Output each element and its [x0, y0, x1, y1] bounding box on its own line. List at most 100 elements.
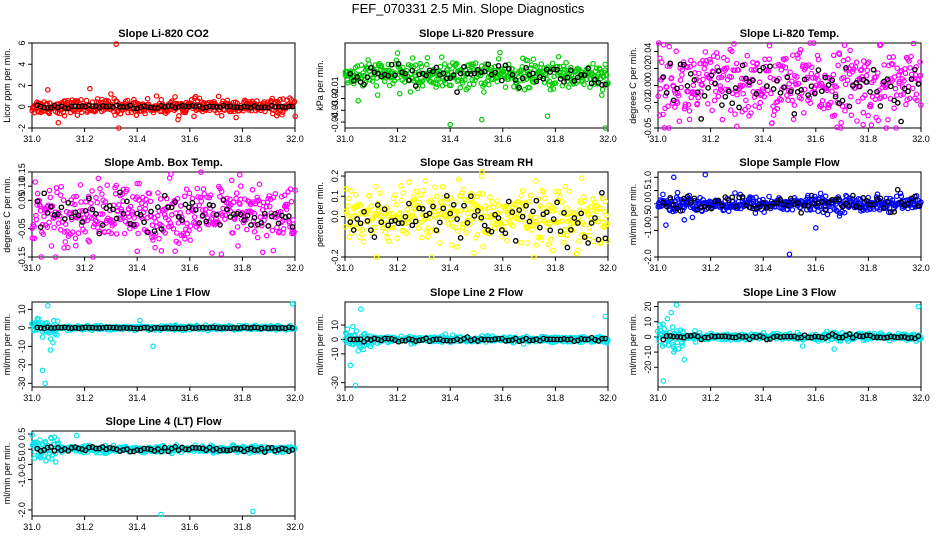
y-tick-label: -30 — [17, 377, 27, 390]
data-point — [832, 91, 839, 98]
data-point — [860, 109, 867, 116]
data-point-outlier — [471, 250, 477, 256]
data-point-reference — [464, 70, 471, 77]
y-axis-label: percent per min. — [315, 182, 325, 247]
data-point — [728, 74, 735, 80]
x-tick-label: 31.0 — [23, 522, 41, 532]
data-point — [555, 53, 562, 60]
y-tick-label: 0.0 — [17, 443, 27, 456]
data-point-reference — [230, 104, 237, 110]
data-point — [549, 247, 556, 254]
data-point — [817, 190, 824, 197]
data-point — [527, 192, 534, 199]
data-point — [837, 125, 844, 131]
data-point — [689, 214, 696, 221]
data-point-outlier — [478, 116, 485, 123]
data-point — [270, 247, 277, 254]
data-point-outlier — [447, 121, 454, 128]
x-tick-label: 31.6 — [181, 393, 199, 403]
data-point — [861, 64, 868, 70]
data-point — [855, 98, 861, 105]
data-point — [825, 104, 832, 111]
data-point — [392, 70, 399, 77]
data-point-reference — [58, 204, 65, 211]
data-point — [739, 82, 746, 89]
data-point — [586, 225, 593, 231]
y-tick-label: -0.5 — [17, 457, 27, 473]
data-point-reference — [523, 65, 529, 71]
data-point — [448, 82, 454, 89]
x-tick-label: 31.4 — [128, 134, 146, 144]
data-point — [533, 178, 539, 184]
data-point — [791, 102, 798, 108]
data-point-reference — [244, 103, 251, 110]
data-point — [446, 63, 453, 69]
data-point — [658, 59, 665, 66]
y-tick-label: -0.03 — [330, 100, 340, 121]
data-point — [256, 181, 263, 188]
data-point — [394, 235, 401, 242]
data-point — [878, 94, 885, 100]
data-point — [875, 117, 882, 124]
y-tick-label: 1.0 — [643, 171, 653, 184]
data-point — [677, 77, 684, 84]
data-point-reference — [241, 103, 247, 110]
y-axis-label: ml/min per min. — [2, 443, 12, 505]
data-point — [731, 67, 738, 74]
data-point — [183, 186, 190, 193]
data-point — [835, 62, 841, 69]
data-point — [602, 198, 609, 205]
data-point — [829, 88, 835, 95]
data-point — [113, 231, 120, 237]
data-point — [789, 207, 796, 213]
data-point-reference — [186, 103, 192, 110]
data-point — [599, 86, 606, 93]
data-point-reference — [454, 89, 460, 95]
data-point — [344, 326, 351, 333]
data-point — [679, 72, 685, 78]
data-point-outlier — [702, 171, 709, 178]
data-point — [824, 87, 830, 94]
x-tick-label: 31.8 — [860, 263, 878, 273]
data-point — [742, 106, 748, 113]
plot-frame — [657, 171, 922, 258]
data-point — [702, 61, 709, 68]
data-point — [93, 194, 99, 201]
x-tick-label: 31.0 — [23, 393, 41, 403]
data-point-reference — [388, 61, 395, 68]
data-point — [562, 183, 569, 190]
data-point-reference — [347, 70, 354, 77]
data-point — [659, 75, 666, 81]
data-point-reference — [402, 70, 409, 77]
data-point-reference — [41, 104, 48, 111]
data-point — [687, 57, 694, 64]
data-point — [32, 179, 39, 185]
data-point — [734, 91, 740, 98]
data-point — [660, 41, 667, 48]
x-tick-label: 31.2 — [76, 393, 94, 403]
data-point — [505, 76, 512, 82]
data-point — [181, 193, 188, 200]
data-point — [565, 84, 572, 91]
data-points — [342, 169, 611, 260]
plot-frame — [344, 301, 609, 388]
data-point — [345, 80, 351, 86]
data-point — [881, 62, 887, 68]
data-point — [768, 90, 774, 97]
data-point — [62, 239, 69, 245]
data-point-reference — [261, 104, 268, 110]
data-point — [233, 114, 239, 121]
data-point-outlier — [663, 222, 669, 228]
x-tick-label: 31.2 — [76, 134, 94, 144]
data-point-reference — [255, 104, 261, 111]
data-point — [46, 187, 53, 194]
data-point-reference — [374, 70, 381, 77]
y-tick-label: 4 — [17, 62, 27, 67]
y-tick-label: 10 — [330, 320, 340, 330]
data-point — [715, 93, 722, 100]
data-point — [513, 80, 520, 87]
data-point-reference — [516, 84, 523, 91]
